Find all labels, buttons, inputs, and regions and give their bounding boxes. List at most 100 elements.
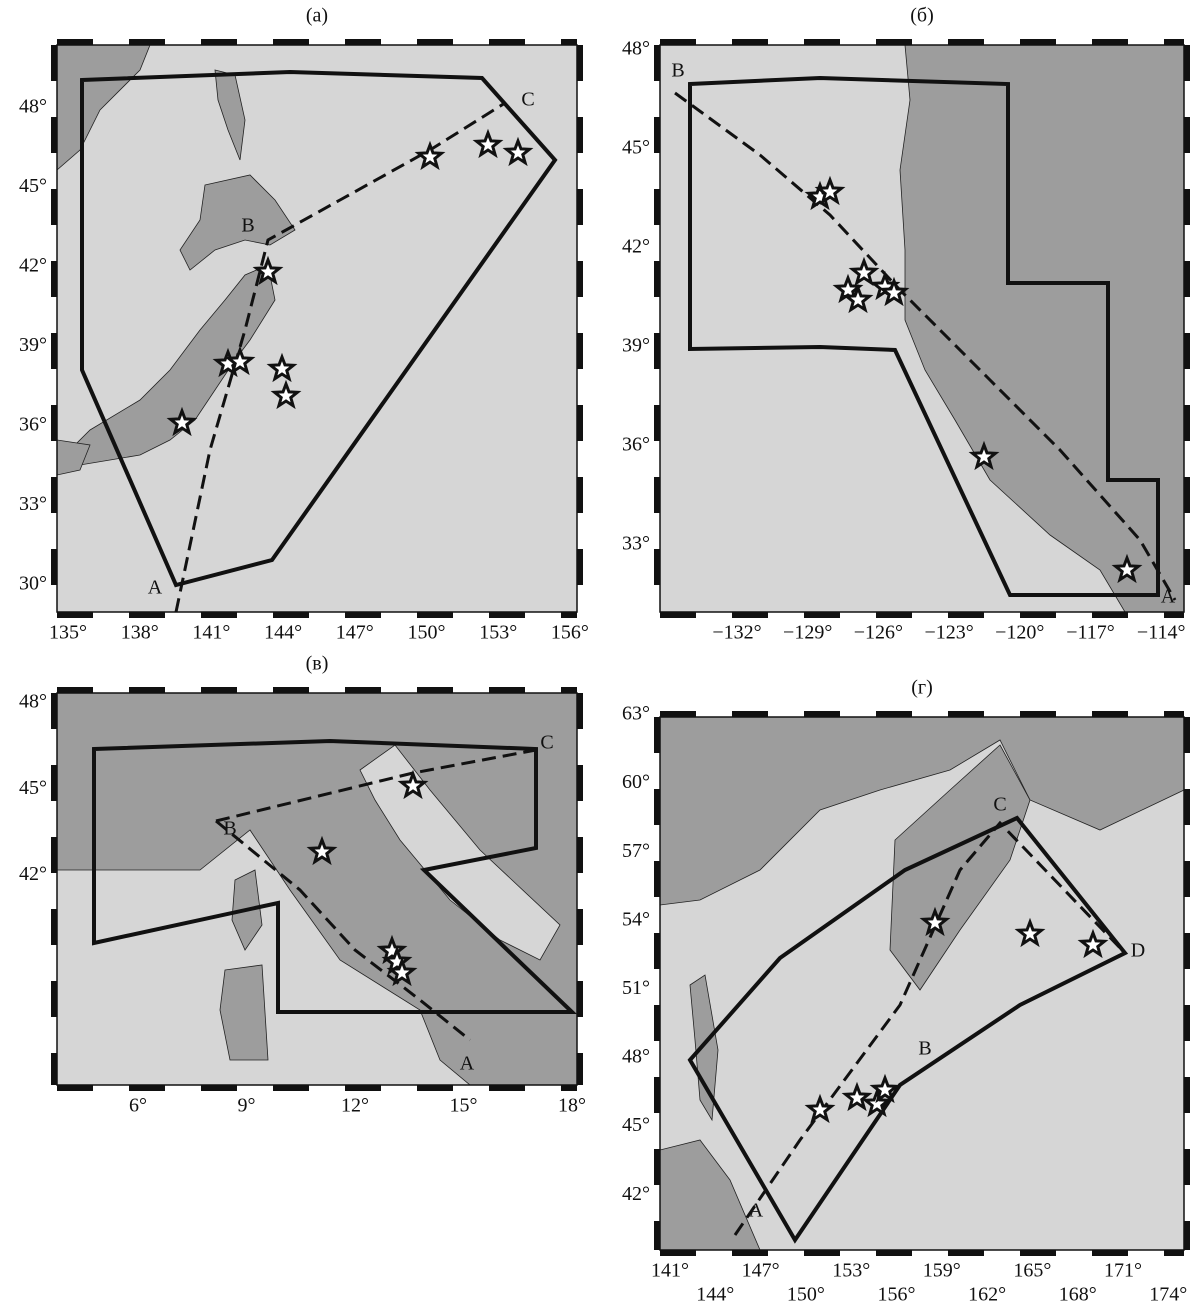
border-tick — [51, 261, 57, 297]
border-tick — [1184, 933, 1190, 969]
region-boundary — [688, 75, 1160, 597]
border-tick — [1020, 612, 1056, 618]
border-tick — [577, 45, 583, 81]
border-tick — [654, 861, 660, 897]
map-area — [660, 45, 1184, 612]
border-tick — [577, 549, 583, 585]
border-tick — [273, 687, 309, 693]
epicenter-star — [1077, 928, 1109, 959]
panel-title: (б) — [910, 5, 934, 27]
y-tick-label: 48° — [622, 38, 650, 60]
border-tick — [129, 687, 165, 693]
x-tick-label: 147° — [336, 622, 374, 644]
y-tick-label: 30° — [19, 573, 47, 595]
border-tick — [1184, 861, 1190, 897]
border-tick — [1184, 789, 1190, 825]
border-tick — [577, 837, 583, 873]
border-tick — [1184, 1005, 1190, 1041]
point-label: C — [540, 732, 553, 754]
y-tick-label: 36° — [622, 434, 650, 456]
border-tick — [1184, 333, 1190, 369]
frame — [56, 692, 578, 1086]
epicenter-star — [252, 255, 284, 286]
x-tick-label: −114° — [1137, 622, 1186, 644]
map-panel: (б) −132° −129° −126° −123° −120° −117° −114° 48… — [622, 5, 1190, 644]
border-tick — [1184, 189, 1190, 225]
border-tick — [654, 1077, 660, 1113]
point-label: C — [993, 794, 1006, 816]
map-panel: (в) 6° 9° 12° 15° 18° 48° 45° 42° A B C — [19, 653, 586, 1117]
epicenter-star — [270, 379, 302, 410]
panel-title: (a) — [306, 5, 328, 27]
border-tick — [876, 1250, 912, 1256]
border-tick — [577, 261, 583, 297]
x-tick-label: 150° — [787, 1284, 825, 1306]
border-tick — [51, 981, 57, 1017]
border-tick — [201, 39, 237, 45]
border-tick — [804, 711, 840, 717]
x-tick-label: 12° — [341, 1095, 369, 1117]
epicenter-star — [919, 906, 951, 937]
x-tick-label: 9° — [238, 1095, 256, 1117]
y-tick-label: 51° — [622, 977, 650, 999]
frame — [659, 716, 1185, 1251]
border-tick — [273, 1085, 309, 1091]
x-tick-label: 156° — [551, 622, 589, 644]
epicenter-star — [224, 345, 256, 376]
sea — [359, 744, 561, 961]
x-tick-label: 18° — [558, 1095, 586, 1117]
border-tick — [948, 39, 984, 45]
border-tick — [129, 39, 165, 45]
border-tick — [51, 477, 57, 513]
border-tick — [654, 789, 660, 825]
x-tick-label: 156° — [878, 1284, 916, 1306]
border-tick — [654, 333, 660, 369]
border-tick — [57, 612, 93, 618]
point-label: A — [749, 1200, 764, 1222]
border-tick — [732, 711, 768, 717]
border-tick — [1184, 405, 1190, 441]
border-tick — [660, 612, 696, 618]
border-tick — [489, 1085, 525, 1091]
border-tick — [57, 687, 93, 693]
point-label: C — [521, 89, 534, 111]
land — [57, 439, 91, 476]
map-panel: (г) 141° 144° 147° 150° 153° 156° 159° 162° 165° 1… — [622, 677, 1190, 1306]
border-tick — [51, 189, 57, 225]
border-tick — [1020, 39, 1056, 45]
y-tick-label: 42° — [622, 236, 650, 258]
border-tick — [577, 333, 583, 369]
border-tick — [1164, 711, 1184, 717]
x-tick-label: 135° — [49, 622, 87, 644]
border-tick — [1164, 612, 1184, 618]
border-tick — [948, 711, 984, 717]
border-tick — [654, 1149, 660, 1185]
epicenter-star — [814, 175, 846, 206]
border-tick — [1092, 1250, 1128, 1256]
border-tick — [577, 693, 583, 729]
border-tick — [561, 687, 577, 693]
profile-line — [733, 820, 1126, 1236]
y-tick-label: 45° — [19, 777, 47, 799]
border-tick — [417, 1085, 453, 1091]
epicenter-star — [472, 128, 504, 159]
point-label: A — [460, 1053, 475, 1075]
frame — [659, 44, 1185, 613]
border-tick — [129, 1085, 165, 1091]
border-tick — [804, 1250, 840, 1256]
border-tick — [577, 477, 583, 513]
region-boundary — [92, 738, 577, 1014]
border-tick — [1184, 477, 1190, 513]
y-tick-label: 36° — [19, 414, 47, 436]
border-tick — [577, 1053, 583, 1085]
point-label: D — [1131, 940, 1145, 962]
epicenter-star — [968, 440, 1000, 471]
border-tick — [51, 909, 57, 945]
border-tick — [1020, 1250, 1056, 1256]
border-tick — [1092, 39, 1128, 45]
y-tick-label: 33° — [622, 533, 650, 555]
border-tick — [1184, 1221, 1190, 1250]
border-tick — [1020, 711, 1056, 717]
x-tick-label: 138° — [121, 622, 159, 644]
